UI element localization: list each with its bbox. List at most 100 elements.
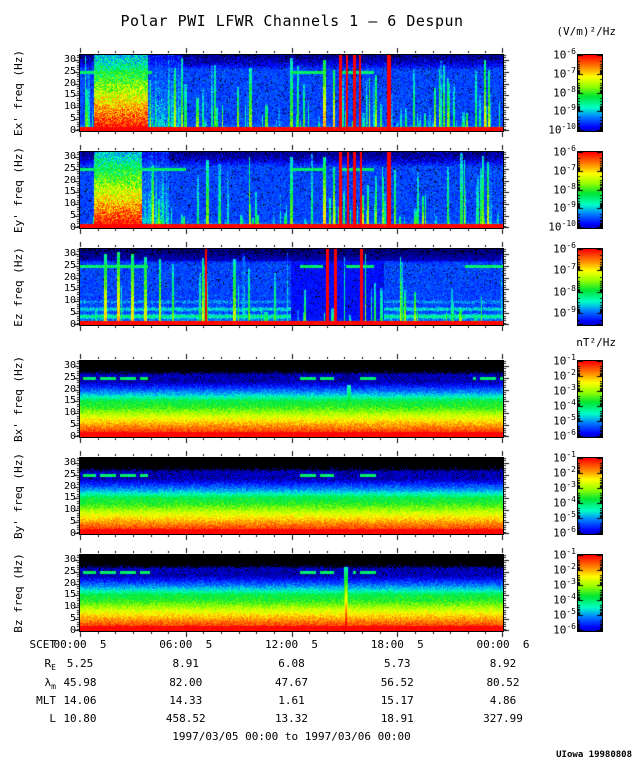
ephemeris-value: 56.52 (380, 676, 414, 689)
colorbar-tick-label: 10-4 (553, 398, 576, 413)
freq-tick-label: 25 (63, 65, 76, 77)
colorbar-tick-label: 10-5 (553, 413, 576, 428)
colorbar-tick-label: 10-2 (553, 368, 576, 383)
colorbar-tick-label: 10-3 (553, 577, 576, 592)
freq-tick-label: 10 (63, 407, 76, 419)
freq-tick-label: 0 (69, 125, 76, 136)
ephemeris-value: 327.99 (483, 712, 523, 725)
colorbar-tick-label: 10-10 (548, 122, 576, 137)
freq-tick-label: 10 (63, 504, 76, 516)
credit-stamp: UIowa 19980808 (556, 750, 632, 760)
freq-tick-label: 20 (63, 271, 76, 283)
colorbar-tick-label: 10-5 (553, 510, 576, 525)
freq-tick-label: 0 (69, 528, 76, 539)
ephemeris-value: 5.73 (384, 657, 411, 670)
ephemeris-value: 5.25 (66, 657, 94, 670)
freq-tick-label: 25 (63, 371, 76, 383)
colorbar-tick-label: 10-4 (553, 495, 576, 510)
freq-tick-label: 5 (69, 210, 76, 222)
freq-tick-label: 0 (69, 431, 76, 442)
colorbar-tick-label: 10-1 (553, 353, 576, 368)
ephemeris-value: 18.91 (380, 712, 414, 725)
freq-tick-label: 20 (63, 480, 76, 492)
freq-tick-label: 20 (63, 174, 76, 186)
colorbar-tick-label: 10-6 (553, 144, 576, 159)
spectrogram-bx-canvas (79, 360, 504, 438)
freq-tick-label: 25 (63, 565, 76, 577)
ephemeris-value: 1.61 (278, 694, 305, 707)
ephemeris-value: 82.00 (169, 676, 203, 689)
colorbar-ex-canvas (577, 54, 603, 132)
colorbar-tick-label: 10-9 (553, 200, 576, 215)
panel-bz-axis-title: Bz freq (Hz) (12, 553, 25, 633)
ephemeris-value: 47.67 (274, 676, 309, 689)
ephemeris-value: 8.91 (172, 657, 200, 670)
freq-tick-label: 15 (63, 589, 76, 601)
ephemeris-row-label: λm (44, 676, 56, 692)
freq-tick-label: 5 (69, 307, 76, 319)
colorbar-tick-label: 10-6 (553, 47, 576, 62)
colorbar-tick-label: 10-6 (553, 622, 576, 637)
ephemeris-row-label: MLT (36, 694, 56, 707)
spectrogram-bz-canvas (79, 554, 504, 632)
scet-tick-label: 06:00 5 (159, 638, 213, 651)
freq-tick-label: 0 (69, 625, 76, 636)
colorbar-tick-label: 10-9 (553, 103, 576, 118)
colorbar-tick-label: 10-9 (553, 305, 576, 320)
colorbar-tick-label: 10-6 (553, 428, 576, 443)
colorbar-tick-label: 10-3 (553, 480, 576, 495)
freq-tick-label: 0 (69, 319, 76, 330)
freq-tick-label: 5 (69, 419, 76, 431)
freq-tick-label: 25 (63, 468, 76, 480)
scet-tick-label: 18:00 5 (370, 638, 424, 651)
spectrogram-ex-canvas (79, 54, 504, 132)
colorbar-bz-canvas (577, 554, 603, 632)
colorbar-tick-label: 10-5 (553, 607, 576, 622)
freq-tick-label: 30 (63, 53, 76, 65)
electric-units-label: (V/m)²/Hz (556, 25, 616, 38)
freq-tick-label: 10 (63, 295, 76, 307)
freq-tick-label: 5 (69, 113, 76, 125)
freq-tick-label: 25 (63, 162, 76, 174)
ephemeris-value: 4.86 (489, 694, 517, 707)
colorbar-tick-label: 10-7 (553, 162, 576, 178)
freq-tick-label: 20 (63, 383, 76, 395)
freq-tick-label: 25 (63, 259, 76, 271)
scet-axis-label: SCET (29, 638, 57, 651)
colorbar-tick-label: 10-1 (553, 450, 576, 465)
freq-tick-label: 15 (63, 395, 76, 407)
colorbar-tick-label: 10-8 (553, 181, 576, 197)
scet-tick-label: 00:00 5 (53, 638, 107, 651)
colorbar-tick-label: 10-2 (553, 562, 576, 577)
freq-tick-label: 30 (63, 359, 76, 371)
colorbar-tick-label: 10-1 (553, 547, 576, 562)
magnetic-units-label: nT²/Hz (576, 336, 616, 349)
freq-tick-label: 10 (63, 101, 76, 113)
colorbar-tick-label: 10-7 (553, 65, 576, 81)
colorbar-ez-canvas (577, 248, 603, 326)
colorbar-tick-label: 10-3 (553, 383, 576, 398)
colorbar-tick-label: 10-2 (553, 465, 576, 480)
ephemeris-value: 10.80 (63, 712, 97, 725)
colorbar-ey-canvas (577, 151, 603, 229)
freq-tick-label: 20 (63, 577, 76, 589)
freq-tick-label: 20 (63, 77, 76, 89)
ephemeris-value: 8.92 (489, 657, 517, 670)
spectrogram-ez-canvas (79, 248, 504, 326)
ephemeris-value: 14.06 (63, 694, 97, 707)
freq-tick-label: 15 (63, 186, 76, 198)
colorbar-tick-label: 10-6 (553, 525, 576, 540)
freq-tick-label: 5 (69, 516, 76, 528)
freq-tick-label: 15 (63, 492, 76, 504)
colorbar-tick-label: 10-8 (553, 283, 576, 299)
colorbar-tick-label: 10-4 (553, 592, 576, 607)
freq-tick-label: 15 (63, 283, 76, 295)
ephemeris-row-label: L (49, 712, 56, 725)
colorbar-bx-canvas (577, 360, 603, 438)
ephemeris-value: 6.08 (278, 657, 305, 670)
colorbar-tick-label: 10-6 (553, 241, 576, 256)
colorbar-tick-label: 10-8 (553, 84, 576, 100)
ephemeris-value: 14.33 (169, 694, 203, 707)
freq-tick-label: 30 (63, 553, 76, 565)
